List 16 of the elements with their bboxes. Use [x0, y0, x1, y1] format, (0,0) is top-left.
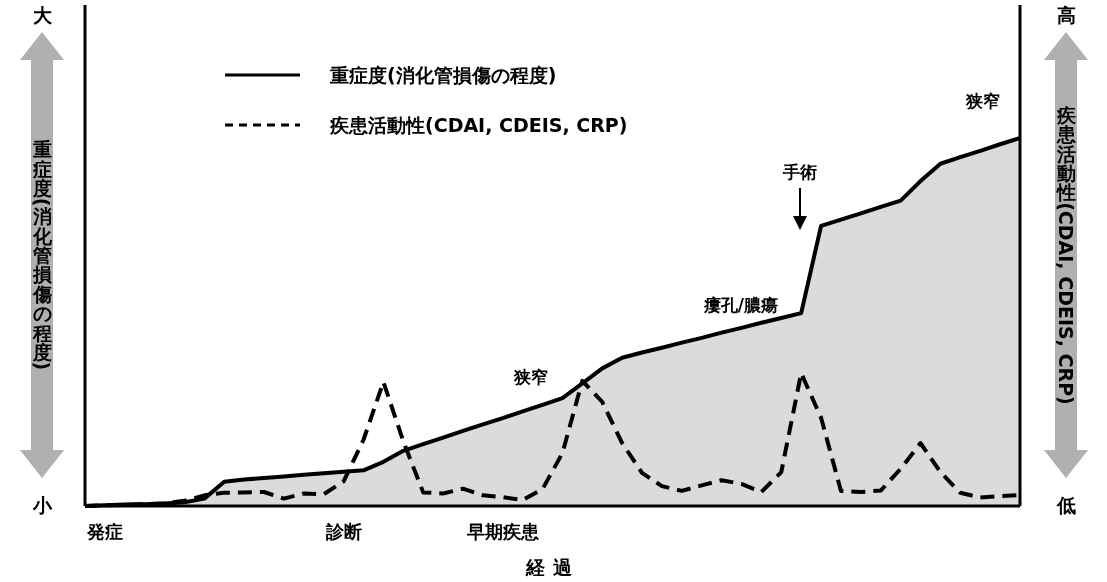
- x-tick-label: 早期疾患: [465, 521, 540, 542]
- annotation: 狭窄: [513, 367, 548, 387]
- text: 狭窄: [965, 91, 1000, 111]
- x-axis-title: 経過: [524, 556, 580, 578]
- legend-label: 疾患活動性(CDAI, CDEIS, CRP): [329, 114, 628, 136]
- text: 疾患活動性(CDAI, CDEIS, CRP): [1055, 103, 1078, 405]
- text: 小: [31, 494, 53, 516]
- text: 低: [1055, 494, 1076, 516]
- legend-label: 重症度(消化管損傷の程度): [329, 64, 557, 86]
- text: 高: [1056, 4, 1076, 26]
- text: 大: [32, 4, 53, 26]
- x-tick-label: 発症: [85, 521, 123, 542]
- text: 重症度(消化管損傷の程度): [31, 138, 54, 371]
- annotation: 瘻孔/膿瘍: [702, 295, 778, 315]
- x-tick-label: 診断: [324, 521, 362, 542]
- annotation: 手術: [782, 162, 817, 182]
